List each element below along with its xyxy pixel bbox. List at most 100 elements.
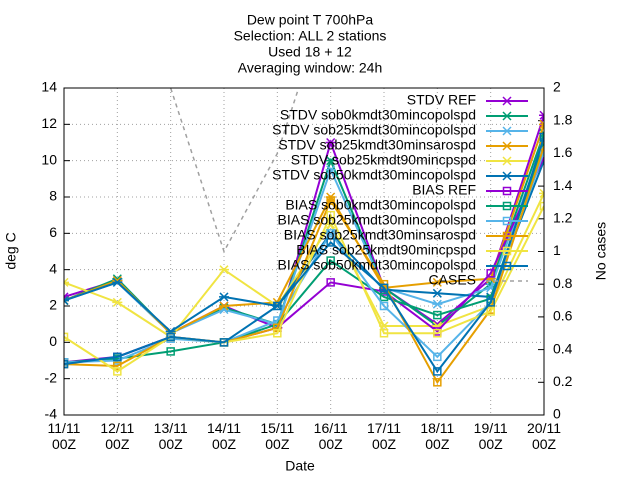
point (326, 256, 335, 265)
y2-tick-label: 1.6 (553, 144, 573, 160)
point (539, 110, 544, 120)
x-tick-label: 16/11 00Z (314, 420, 348, 452)
point (64, 332, 69, 342)
legend-marker (502, 171, 512, 181)
point (539, 147, 544, 156)
point (64, 296, 69, 306)
x-tick-label: 19/11 00Z (474, 420, 508, 452)
y2-tick-label: 1.2 (553, 210, 573, 226)
y-tick-label: -2 (45, 369, 58, 385)
legend-label: BIAS sob25kmdt30mincopolspd (278, 212, 476, 228)
y-tick-label: 2 (49, 297, 57, 313)
x-tick-label: 17/11 00Z (367, 420, 401, 452)
legend-label: STDV sob50kmdt30mincopolspd (272, 167, 476, 183)
legend-label: BIAS sob50kmdt30mincopolspd (278, 257, 476, 273)
series-line (64, 160, 544, 333)
point (539, 201, 544, 211)
legend-marker (502, 111, 512, 121)
point (379, 292, 389, 302)
point (325, 156, 336, 166)
legend-marker (502, 96, 512, 106)
title-line: Used 18 + 12 (268, 44, 352, 60)
point (273, 329, 282, 338)
x-tick-label: 11/11 00Z (48, 420, 81, 452)
point (219, 292, 229, 302)
point (273, 301, 282, 311)
legend-label: BIAS sob25kmdt90mincpspd (296, 242, 476, 258)
point (539, 119, 544, 129)
point (326, 278, 335, 287)
title-line: Selection: ALL 2 stations (234, 28, 387, 44)
point (432, 277, 443, 287)
point (539, 188, 544, 198)
point (432, 299, 443, 309)
point (166, 332, 175, 342)
legend-marker (502, 126, 512, 136)
series-line (64, 151, 544, 364)
legend-label: BIAS REF (412, 182, 476, 198)
x-axis-label: Date (285, 458, 315, 474)
y-tick-label: 14 (41, 79, 57, 95)
point (113, 367, 122, 376)
point (166, 347, 175, 356)
series-line (169, 88, 300, 254)
point (433, 367, 442, 376)
legend-marker (502, 246, 512, 256)
point (219, 265, 229, 275)
legend-label: BIAS sob0kmdt30mincopolspd (285, 197, 476, 213)
series-line (64, 136, 544, 374)
y-tick-label: 10 (41, 151, 57, 167)
point (326, 196, 335, 205)
x-tick-label: 12/11 00Z (100, 420, 134, 452)
point (433, 378, 442, 387)
point (539, 132, 544, 142)
point (113, 352, 122, 362)
point (325, 137, 336, 148)
y2-axis-label: No cases (593, 222, 609, 280)
y2-tick-label: 0.4 (553, 340, 573, 356)
point (486, 298, 495, 307)
point (112, 277, 123, 287)
point (379, 301, 389, 311)
legend-marker (502, 156, 512, 166)
y-tick-label: 6 (49, 224, 57, 240)
y2-tick-label: 0.6 (553, 308, 573, 324)
point (325, 165, 336, 175)
title-line: Averaging window: 24h (238, 60, 383, 76)
legend-marker (502, 231, 512, 241)
point (113, 361, 122, 371)
title-line: Dew point T 700hPa (247, 12, 374, 28)
legend-label: STDV REF (407, 92, 476, 108)
y2-tick-label: 0.2 (553, 373, 573, 389)
legend-label: BIAS sob25kmdt30minsarospd (284, 227, 476, 243)
point (326, 210, 335, 220)
legend-label: STDV sob25kmdt90mincpspd (291, 152, 476, 168)
x-tick-label: 15/11 00Z (260, 420, 294, 452)
x-tick-label: 14/11 00Z (207, 420, 241, 452)
point (379, 283, 389, 293)
x-tick-label: 20/11 00Z (527, 420, 561, 452)
series-line (64, 145, 544, 385)
legend-marker (502, 216, 512, 226)
y-tick-label: -4 (45, 406, 58, 422)
y-tick-label: 12 (41, 115, 57, 131)
point (112, 297, 123, 307)
point (379, 329, 389, 338)
legend-marker (502, 186, 512, 196)
point (486, 269, 495, 278)
point (326, 238, 335, 247)
point (433, 329, 442, 338)
y2-tick-label: 0 (553, 406, 561, 422)
y-tick-label: 4 (49, 260, 57, 276)
point (433, 352, 442, 362)
point (64, 277, 69, 287)
legend-marker (502, 201, 512, 211)
y2-tick-label: 1 (553, 242, 561, 258)
x-tick-label: 13/11 00Z (154, 420, 188, 452)
point (326, 229, 335, 238)
point (432, 288, 443, 298)
y2-tick-label: 0.8 (553, 275, 573, 291)
